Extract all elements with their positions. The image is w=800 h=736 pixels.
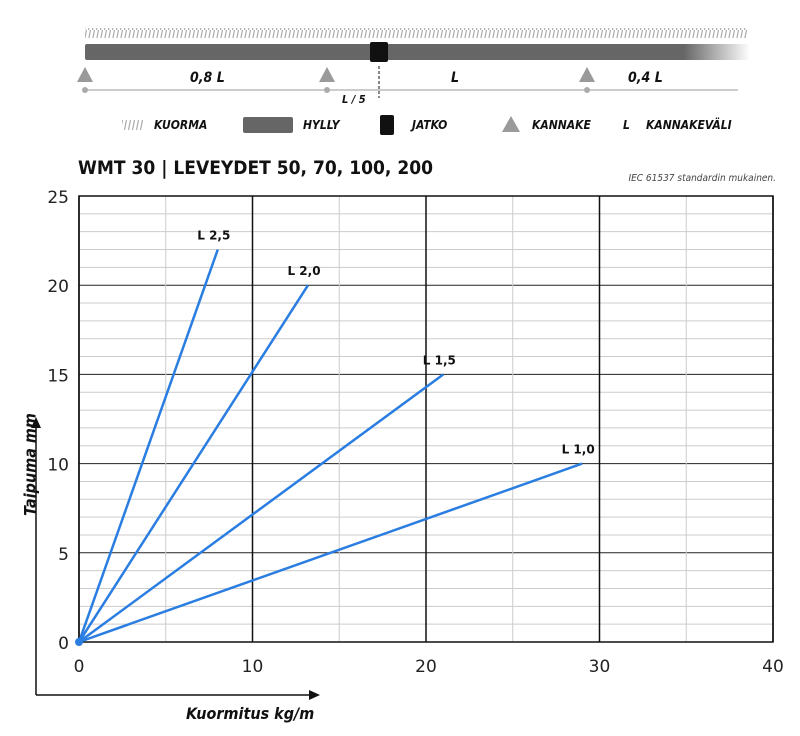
series-label: L 2,0 (287, 264, 320, 278)
bracket-triangle-icon (77, 67, 93, 82)
series-line (77, 249, 219, 643)
load-hatch-icon (122, 120, 144, 130)
joint-square (370, 42, 388, 62)
series-label: L 1,0 (562, 443, 595, 457)
y-tick-label: 10 (47, 456, 69, 476)
legend-label: KANNAKEVÄLI (646, 118, 732, 132)
x-tick-label: 40 (762, 657, 784, 677)
shelf-bar-icon (243, 117, 293, 133)
bracket-triangle-icon (319, 67, 335, 82)
load-hatch (85, 28, 747, 38)
x-tick-label: 0 (74, 657, 85, 677)
span-label: 0,8 L (190, 70, 225, 86)
legend-label: KUORMA (154, 118, 208, 132)
origin-point (75, 638, 83, 646)
series-line (78, 373, 445, 644)
y-tick-label: 0 (58, 634, 69, 654)
legend-label: KANNAKE (532, 118, 591, 132)
x-axis-label: Kuormitus kg/m (186, 704, 315, 723)
legend-label: JATKO (412, 118, 448, 132)
y-tick-label: 25 (47, 188, 69, 208)
joint-offset-label: L / 5 (342, 93, 366, 106)
span-label: 0,4 L (628, 70, 663, 86)
bracket-triangle-icon (579, 67, 595, 82)
y-tick-label: 15 (47, 366, 69, 386)
series-line (78, 462, 583, 644)
chart-title: WMT 30 | LEVEYDET 50, 70, 100, 200 (78, 157, 434, 179)
series-label: L 1,5 (423, 353, 456, 367)
x-tick-label: 20 (415, 657, 437, 677)
legend-label: HYLLY (303, 118, 340, 132)
span-label: L (451, 70, 460, 86)
series-label: L 2,5 (197, 229, 230, 243)
shelf-bar (85, 44, 750, 60)
legend-letter: L (623, 118, 630, 132)
chart-subtitle: IEC 61537 standardin mukainen. (628, 173, 776, 184)
series-line (77, 284, 310, 643)
y-tick-label: 5 (58, 545, 69, 565)
x-tick-label: 10 (242, 657, 264, 677)
chart-plot: 0 10 20 30 40 0 5 10 15 20 25 L 2,5 L 2,0 L 1,5 L 1,0 (47, 188, 783, 677)
y-tick-label: 20 (47, 277, 69, 297)
x-tick-label: 30 (589, 657, 611, 677)
y-axis-label: Taipuma mm (20, 413, 40, 516)
joint-square-icon (380, 115, 394, 135)
bracket-triangle-icon (502, 116, 520, 132)
plot-border (78, 195, 774, 643)
